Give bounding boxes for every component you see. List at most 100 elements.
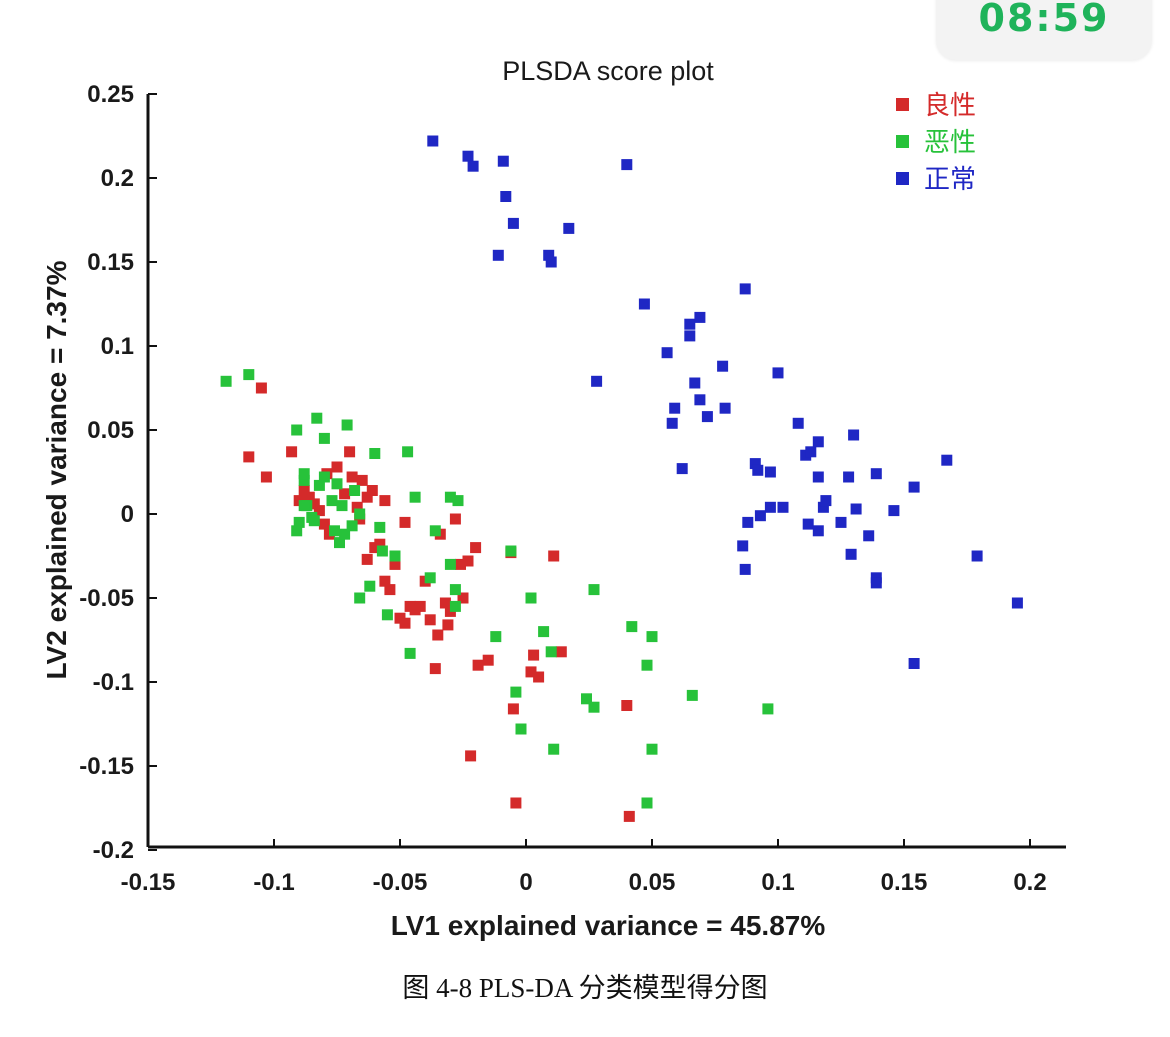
point-series-2-2 [243,369,255,381]
point-series-2-52 [686,689,698,701]
point-series-3-21 [694,394,706,406]
point-series-3-19 [717,360,729,372]
point-series-2-29 [424,572,436,584]
point-series-3-53 [845,548,857,560]
point-series-3-34 [752,464,764,476]
point-series-2-31 [444,558,456,570]
x-tick-label: 0.15 [881,869,928,896]
x-tick-label: 0 [519,869,532,896]
y-axis-label: LV2 explained variance = 7.37% [41,260,72,679]
point-series-2-57 [318,471,330,483]
point-series-2-41 [548,743,560,755]
point-series-3-59 [850,503,862,515]
point-series-1-17 [351,501,363,513]
point-series-2-13 [329,525,340,537]
point-series-3-32 [848,429,860,441]
point-series-2-20 [354,592,366,604]
point-series-3-23 [719,402,731,414]
point-series-2-53 [762,703,774,715]
point-series-3-12 [638,298,650,310]
point-series-2-24 [376,545,388,557]
point-series-2-23 [374,521,386,533]
legend-swatch-3 [896,172,909,185]
point-series-1-22 [361,553,373,565]
point-series-2-15 [336,500,348,512]
plsda-score-plot: PLSDA score plot -0.15 -0.1 -0.05 0 0.05 0.1 0… [41,56,1066,941]
point-series-3-1 [427,135,439,147]
point-series-2-56 [354,508,366,520]
y-tick-label: -0.2 [93,837,134,864]
point-series-3-39 [908,481,920,493]
point-series-2-22 [369,448,381,459]
point-series-3-16 [684,318,696,330]
point-series-3-25 [666,417,678,429]
point-series-2-48 [641,659,653,671]
point-series-3-2 [462,150,474,162]
point-series-2-37 [505,545,517,557]
x-tick-label: 0.05 [629,869,676,896]
point-series-3-14 [661,347,673,359]
point-series-1-15 [344,446,356,458]
point-series-1-46 [470,542,482,554]
point-series-1-19 [361,491,373,503]
point-series-1-54 [555,646,567,658]
point-series-1-4 [286,446,298,458]
point-series-3-55 [870,577,882,589]
point-series-2-44 [581,693,592,705]
axes [146,94,1066,849]
point-series-1-55 [621,700,633,711]
point-series-1-14 [339,488,351,500]
point-series-3-36 [812,471,824,483]
point-series-2-1 [220,375,232,387]
chart-title: PLSDA score plot [502,56,714,86]
point-series-2-16 [339,528,351,540]
point-series-3-41 [764,501,776,513]
point-series-2-30 [429,525,441,537]
point-series-3-35 [764,466,776,478]
point-series-3-30 [805,446,817,458]
y-tick-label: 0.25 [87,81,134,108]
point-series-1-52 [533,671,545,683]
point-series-1-10 [318,518,330,530]
point-series-3-58 [908,658,920,669]
point-series-2-43 [545,646,557,658]
point-series-2-25 [381,609,393,621]
point-series-1-40 [399,516,411,528]
y-tick-label: -0.1 [93,669,134,696]
point-series-1-24 [379,575,391,587]
legend-label-3: 正常 [924,165,976,195]
point-series-2-12 [326,495,338,507]
point-series-2-21 [364,580,376,592]
point-series-3-33 [749,458,761,470]
x-tick-label: -0.05 [373,869,428,896]
point-series-3-60 [754,510,766,522]
y-tick-label: 0.1 [101,333,134,360]
point-series-2-10 [313,479,325,491]
y-tick-label: 0 [121,501,134,528]
point-series-2-39 [515,723,527,735]
point-series-1-9 [313,505,325,517]
point-series-3-56 [971,550,983,562]
x-tick-label: -0.1 [253,869,294,896]
x-tick-label: 0.1 [761,869,794,896]
point-series-3-46 [820,495,832,507]
point-series-2-34 [444,491,456,503]
y-tick-label: -0.15 [79,753,134,780]
point-series-2-9 [311,412,323,424]
point-series-3-43 [802,518,814,530]
point-series-1-20 [366,485,378,496]
point-series-2-28 [409,491,421,503]
point-series-3-11 [621,159,633,171]
point-series-3-37 [843,471,855,483]
point-series-3-52 [739,563,751,575]
point-series-3-7 [492,249,504,261]
point-series-2-17 [341,419,353,431]
point-series-2-18 [346,520,358,532]
point-series-1-45 [462,555,474,567]
legend-label-2: 恶性 [924,128,976,158]
x-tick-label: -0.15 [121,869,176,896]
point-series-1-44 [457,592,469,604]
y-tick-label: 0.05 [87,417,134,444]
point-series-2-5 [291,525,303,537]
